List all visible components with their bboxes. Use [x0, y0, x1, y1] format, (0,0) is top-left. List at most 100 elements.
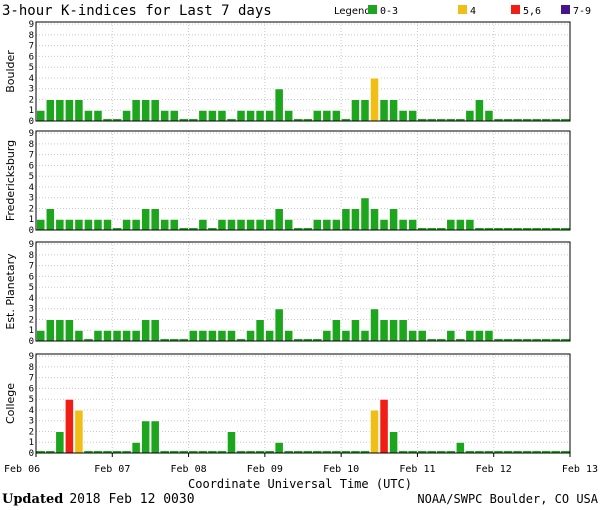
y-tick-label: 0 — [29, 226, 34, 236]
legend-title: Legend: — [334, 6, 374, 17]
k-index-bar — [465, 329, 475, 342]
k-index-bar — [112, 451, 122, 453]
y-tick-label: 7 — [29, 262, 34, 272]
k-index-bar — [427, 339, 436, 341]
k-index-bar — [255, 318, 265, 342]
k-index-bar — [474, 98, 485, 122]
k-index-bar — [236, 109, 246, 122]
k-index-bar — [74, 329, 84, 342]
k-index-bar — [217, 218, 227, 231]
k-index-bar — [417, 329, 427, 342]
k-index-bar — [331, 109, 342, 122]
k-index-bar — [64, 318, 75, 342]
y-tick-label: 9 — [29, 240, 34, 250]
k-index-bar — [350, 98, 361, 122]
k-index-bar — [217, 451, 227, 453]
k-index-bar — [369, 308, 380, 342]
k-index-bar — [189, 228, 198, 230]
k-index-bar — [217, 109, 227, 122]
k-index-bar — [532, 228, 541, 230]
y-tick-label: 3 — [29, 194, 34, 204]
k-index-bar — [36, 218, 46, 231]
k-index-bar — [45, 98, 56, 122]
k-index-bar — [446, 119, 456, 121]
k-index-bar — [494, 119, 503, 121]
k-index-bar — [169, 109, 180, 122]
k-index-bar — [503, 451, 513, 453]
k-index-bar — [179, 339, 189, 341]
k-index-bar — [293, 451, 303, 453]
k-index-bar — [341, 119, 351, 121]
k-index-bar — [437, 339, 446, 341]
k-index-bar — [208, 228, 217, 230]
k-index-bar — [494, 228, 503, 230]
k-index-bar — [170, 339, 179, 341]
k-index-bar — [475, 228, 484, 230]
k-index-bar — [179, 119, 189, 121]
y-tick-label: 3 — [29, 85, 34, 95]
k-index-bar — [93, 451, 103, 453]
k-index-bar — [169, 218, 180, 231]
k-index-bar — [351, 451, 360, 453]
k-index-bar — [503, 119, 513, 121]
y-tick-label: 7 — [29, 151, 34, 161]
k-index-bar — [513, 119, 522, 121]
k-index-bar — [388, 318, 399, 342]
k-index-bar — [494, 339, 503, 341]
k-index-bar — [74, 98, 84, 122]
y-tick-label: 2 — [29, 204, 34, 214]
k-index-bar — [503, 228, 513, 230]
k-index-bar — [64, 98, 75, 122]
x-axis-label: Coordinate Universal Time (UTC) — [188, 477, 412, 491]
k-index-bar — [207, 329, 218, 342]
k-index-bar — [560, 451, 570, 453]
k-index-bar — [332, 451, 341, 453]
k-index-bar — [198, 218, 208, 231]
k-index-bar — [121, 218, 132, 231]
k-index-bar — [455, 218, 466, 231]
k-index-bar — [560, 119, 570, 121]
k-index-bar — [446, 218, 456, 231]
k-index-bar — [189, 451, 198, 453]
legend-label: 7-9 — [573, 6, 591, 17]
k-index-bar — [484, 109, 494, 122]
k-index-bar — [150, 318, 160, 342]
k-index-bar — [494, 451, 503, 453]
k-index-bar — [179, 451, 189, 453]
k-index-bar — [541, 451, 551, 453]
y-tick-label: 9 — [29, 352, 34, 362]
k-index-bar — [303, 339, 313, 341]
y-tick-label: 9 — [29, 129, 34, 139]
k-index-bar — [36, 329, 46, 342]
k-index-bar — [274, 441, 284, 454]
k-index-bar — [264, 329, 275, 342]
source-credit: NOAA/SWPC Boulder, CO USA — [417, 492, 598, 506]
y-tick-label: 5 — [29, 172, 34, 182]
k-index-bar — [93, 329, 103, 342]
k-index-bar — [74, 218, 84, 231]
k-index-bar — [208, 451, 217, 453]
k-index-bar — [541, 228, 551, 230]
k-index-bar — [226, 218, 237, 231]
k-index-bar — [274, 308, 284, 342]
y-tick-label: 6 — [29, 384, 34, 394]
k-index-bar — [360, 197, 370, 231]
station-label: Boulder — [4, 50, 17, 93]
y-tick-label: 6 — [29, 52, 34, 62]
k-index-bar — [226, 329, 237, 342]
k-index-bar — [159, 218, 170, 231]
y-tick-label: 4 — [29, 74, 34, 84]
k-index-bar — [140, 420, 151, 454]
x-tick-label: Feb 13 — [562, 464, 598, 475]
k-index-bar — [474, 329, 485, 342]
k-index-bar — [379, 218, 389, 231]
k-index-bar — [522, 451, 532, 453]
x-tick-label: Feb 08 — [171, 464, 207, 475]
updated-label: Updated — [2, 492, 63, 507]
k-index-bar — [55, 318, 65, 342]
x-tick-label: Feb 07 — [94, 464, 130, 475]
y-tick-label: 8 — [29, 251, 34, 261]
k-index-bar — [303, 228, 313, 230]
